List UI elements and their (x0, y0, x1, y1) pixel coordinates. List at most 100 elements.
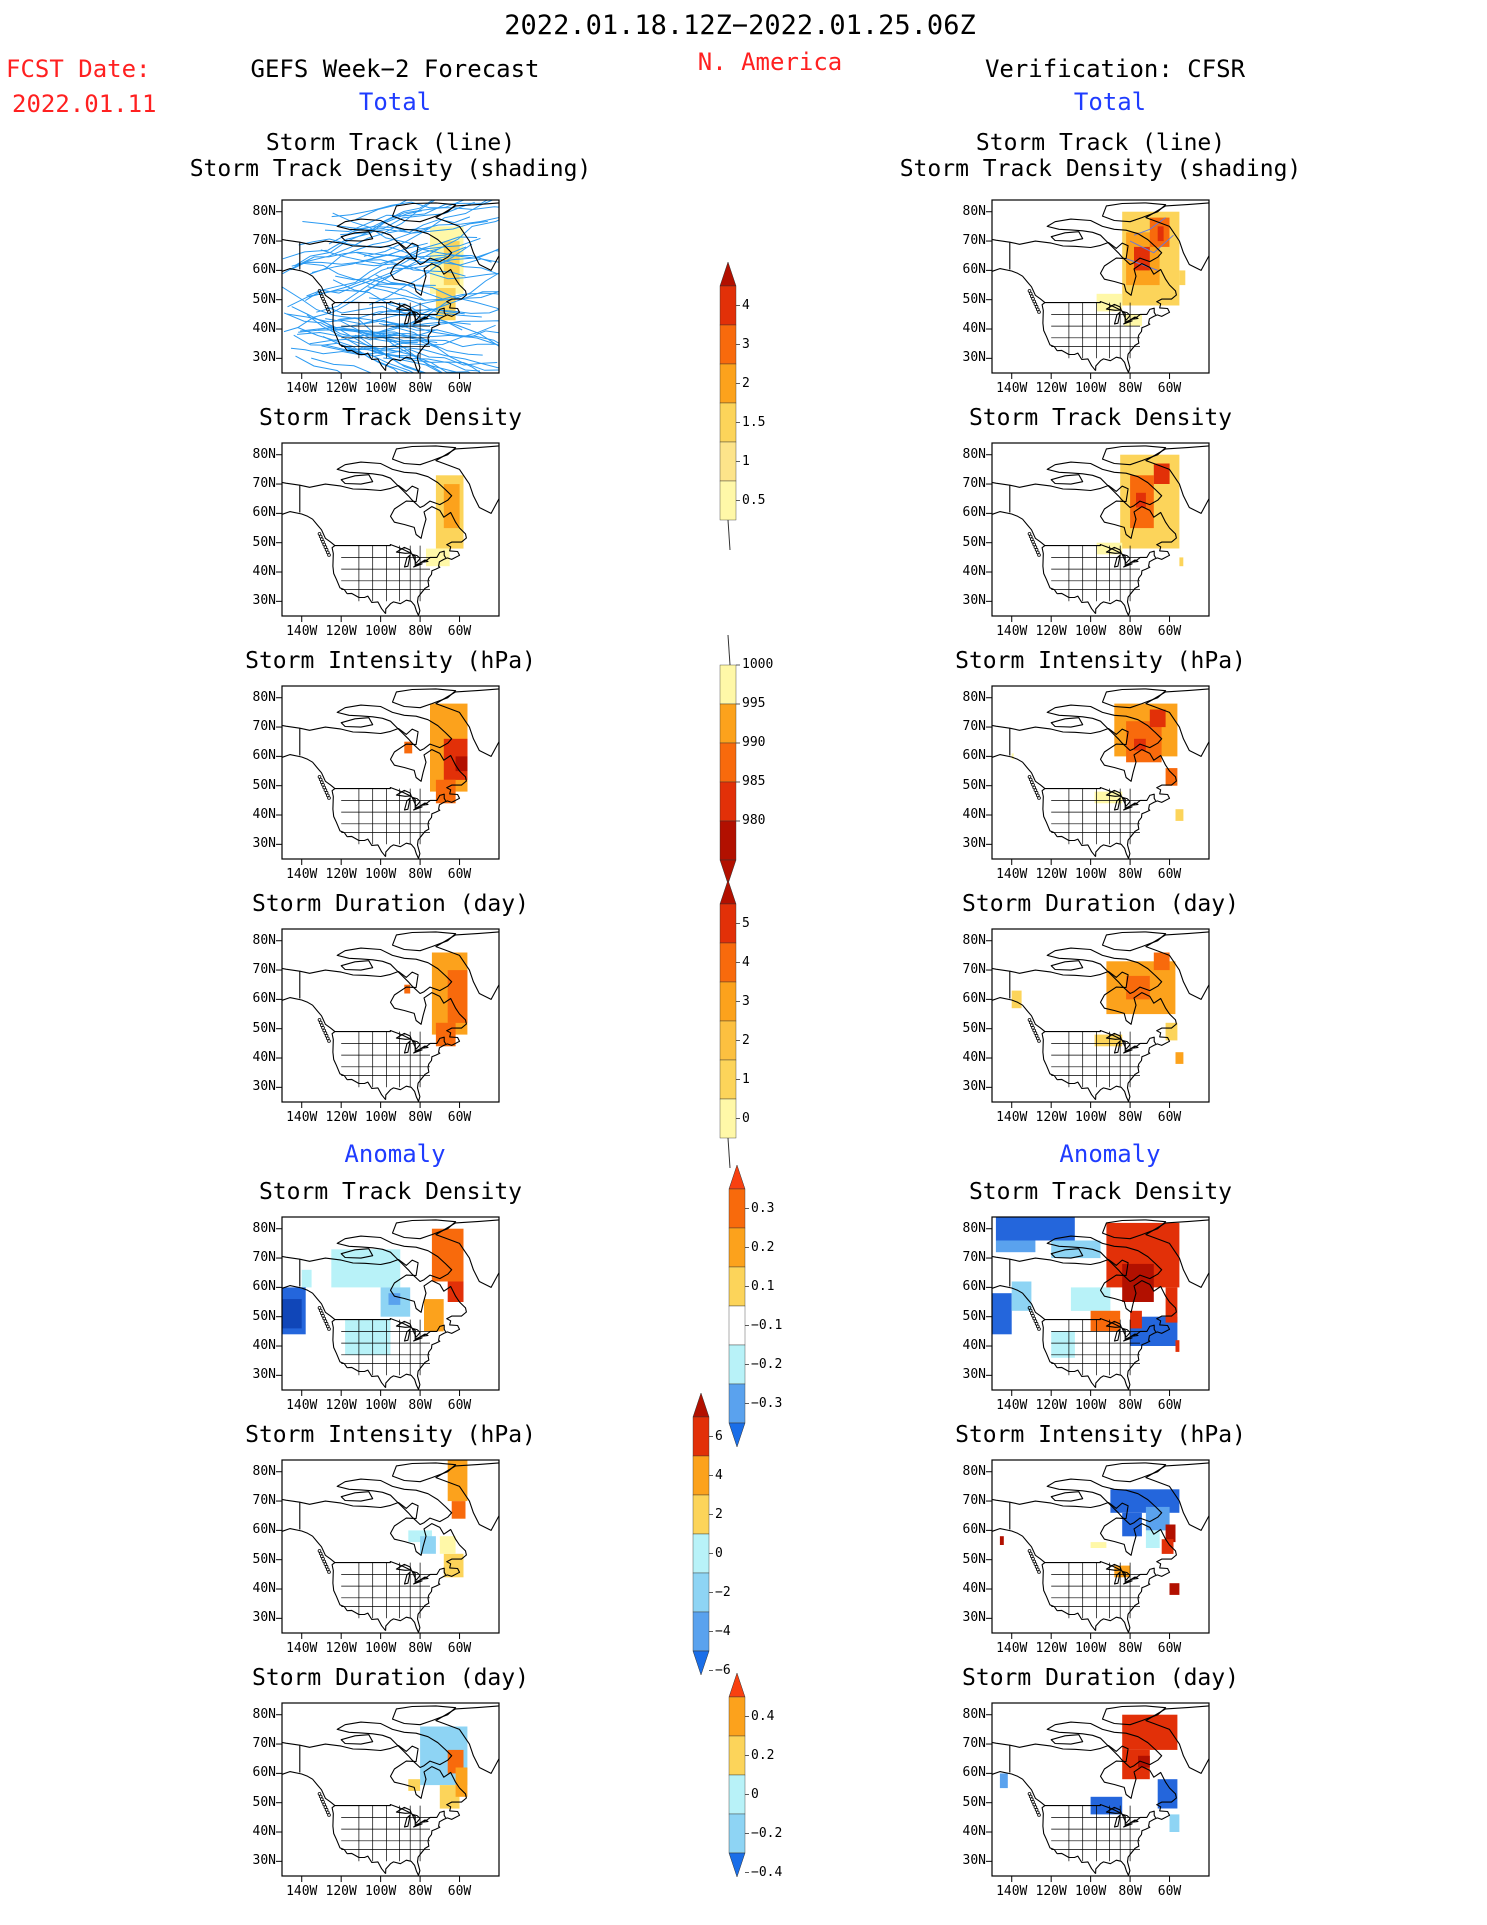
colorbar-segment (692, 1455, 710, 1496)
shaded-cell (404, 741, 413, 754)
lat-label: 50N (252, 534, 276, 550)
map-panel-verification-4 (986, 1216, 1210, 1396)
coastline-east (282, 238, 467, 373)
lat-label: 80N (962, 932, 986, 948)
coastline-east (282, 1498, 467, 1633)
lat-label: 30N (252, 1367, 276, 1383)
arctic-island (1145, 202, 1209, 271)
map-panel-verification-3 (986, 928, 1210, 1108)
coastline-east (282, 724, 467, 859)
total-label-right: Total (1073, 88, 1147, 116)
great-lake (1105, 1563, 1122, 1571)
lon-label: 140W (996, 1641, 1028, 1656)
coastal-island (327, 553, 331, 557)
great-lake (395, 1806, 412, 1814)
lon-label: 60W (447, 1884, 472, 1899)
shaded-cell (443, 484, 460, 529)
coastal-island (1037, 553, 1041, 557)
lat-label: 50N (962, 1551, 986, 1567)
lon-label: 100W (1074, 1641, 1107, 1656)
coastal-island (1037, 310, 1041, 314)
colorbar-arrow-top (728, 1164, 746, 1190)
colorbar-arrow-bottom (727, 519, 731, 551)
colorbar-label: 4 (742, 954, 750, 970)
shaded-cell (1138, 1755, 1150, 1768)
colorbar-label: −6 (715, 1662, 731, 1678)
country-border (347, 835, 387, 858)
shaded-cell (455, 756, 468, 772)
lat-label: 60N (962, 991, 986, 1007)
lat-label: 80N (962, 1220, 986, 1236)
storm-track-line (302, 262, 426, 302)
storm-track-line (355, 200, 408, 221)
lon-label: 60W (1157, 381, 1182, 396)
great-lake (395, 789, 412, 797)
shaded-cell (1136, 492, 1146, 508)
lon-label: 80W (1118, 381, 1142, 396)
colorbar-label: 0.3 (751, 1200, 775, 1216)
lat-label: 40N (962, 1581, 986, 1597)
lat-label: 80N (252, 203, 276, 219)
country-border (347, 349, 387, 372)
shaded-cell (1011, 1281, 1032, 1311)
coastline-west (282, 997, 348, 1081)
colorbar-segment (719, 441, 737, 482)
lon-label: 60W (447, 1398, 472, 1413)
lat-label: 50N (962, 1308, 986, 1324)
lon-label: 60W (1157, 867, 1182, 882)
lat-label: 70N (962, 476, 986, 492)
map-panel-forecast-5 (276, 1459, 500, 1639)
great-lake (395, 546, 412, 554)
great-lake (420, 1333, 429, 1337)
map-frame (281, 685, 500, 860)
arctic-island (340, 474, 374, 485)
coastline-west (992, 511, 1058, 595)
colorbar-duration-anomaly (728, 1672, 749, 1878)
coastal-island (327, 796, 331, 800)
coastline-west (992, 754, 1058, 838)
storm-track-line (317, 329, 438, 337)
lon-label: 120W (325, 1110, 357, 1125)
lon-label: 120W (1035, 1398, 1067, 1413)
coastal-island (327, 1327, 331, 1331)
colorbar-label: −0.4 (751, 1864, 783, 1880)
lon-label: 100W (364, 1398, 397, 1413)
great-lake (420, 1576, 429, 1580)
shaded-cell (420, 1536, 436, 1554)
arctic-island (340, 1734, 374, 1745)
lon-label: 100W (1074, 1398, 1107, 1413)
colorbar-label: 0 (751, 1786, 759, 1802)
arctic-island (435, 931, 499, 1000)
colorbar-segment (719, 480, 737, 521)
lat-label: 40N (252, 807, 276, 823)
lat-label: 40N (962, 321, 986, 337)
arctic-island (1145, 1219, 1209, 1288)
forecast-title: GEFS Week−2 Forecast (250, 55, 540, 83)
lat-label: 50N (962, 777, 986, 793)
storm-track-line (363, 200, 494, 257)
colorbar-arrow-top (692, 1392, 710, 1418)
map-panel-verification-2 (986, 685, 1210, 865)
arctic-island (1050, 960, 1084, 971)
storm-track-line (295, 355, 342, 373)
storm-track-line (335, 275, 444, 300)
country-border (347, 1366, 387, 1389)
storm-track-line (337, 290, 499, 321)
lon-label: 80W (408, 867, 432, 882)
lon-label: 140W (286, 1884, 318, 1899)
lon-label: 100W (364, 867, 397, 882)
colorbar-label: 2 (742, 375, 750, 391)
shaded-cell (435, 779, 456, 804)
lon-label: 100W (364, 624, 397, 639)
colorbar-label: 0.1 (751, 1278, 775, 1294)
great-lake (1130, 559, 1139, 563)
coastline-west (282, 1771, 348, 1855)
lon-label: 60W (1157, 1398, 1182, 1413)
great-lake (1130, 316, 1139, 320)
storm-track-line (1129, 234, 1174, 254)
lat-label: 70N (252, 476, 276, 492)
lon-label: 120W (1035, 381, 1067, 396)
lat-label: 50N (962, 534, 986, 550)
country-border (1057, 1609, 1097, 1632)
storm-track-line (387, 321, 499, 344)
